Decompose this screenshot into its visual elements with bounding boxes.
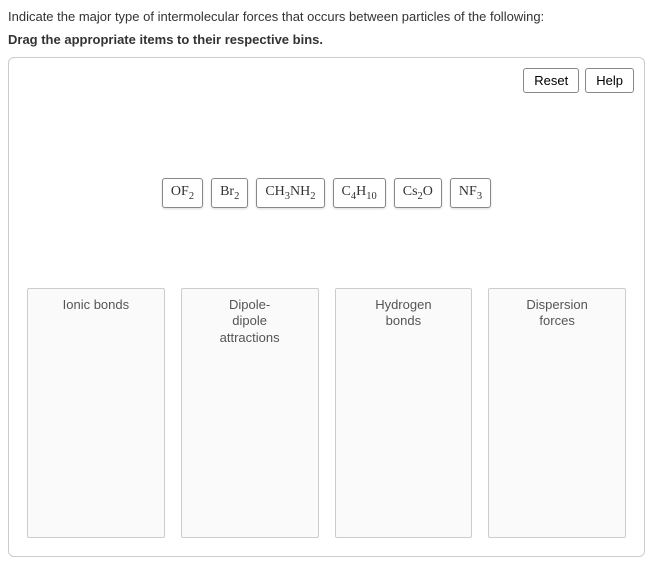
draggable-item-OF2[interactable]: OF2 xyxy=(162,178,203,208)
bin-2[interactable]: Hydrogenbonds xyxy=(335,288,473,538)
bins-row: Ionic bonds Dipole-dipoleattractions Hydro… xyxy=(27,288,626,538)
draggable-item-NF3[interactable]: NF3 xyxy=(450,178,491,208)
draggable-item-Cs2O[interactable]: Cs2O xyxy=(394,178,442,208)
bin-label: Hydrogenbonds xyxy=(340,297,468,330)
draggable-item-CH3NH2[interactable]: CH3NH2 xyxy=(256,178,324,208)
draggable-item-C4H10[interactable]: C4H10 xyxy=(333,178,386,208)
workspace: Reset Help OF2 Br2 CH3NH2 C4H10 Cs2O NF3 Ioni… xyxy=(8,57,645,557)
bin-1[interactable]: Dipole-dipoleattractions xyxy=(181,288,319,538)
bin-3[interactable]: Dispersionforces xyxy=(488,288,626,538)
help-button[interactable]: Help xyxy=(585,68,634,93)
question-text: Indicate the major type of intermolecula… xyxy=(8,8,645,26)
bin-label: Dispersionforces xyxy=(493,297,621,330)
bin-label: Ionic bonds xyxy=(32,297,160,313)
instruction-text: Drag the appropriate items to their resp… xyxy=(8,32,645,47)
draggable-item-Br2[interactable]: Br2 xyxy=(211,178,248,208)
draggable-items-row: OF2 Br2 CH3NH2 C4H10 Cs2O NF3 xyxy=(9,178,644,208)
top-buttons: Reset Help xyxy=(523,68,634,93)
bin-0[interactable]: Ionic bonds xyxy=(27,288,165,538)
reset-button[interactable]: Reset xyxy=(523,68,579,93)
bin-label: Dipole-dipoleattractions xyxy=(186,297,314,346)
